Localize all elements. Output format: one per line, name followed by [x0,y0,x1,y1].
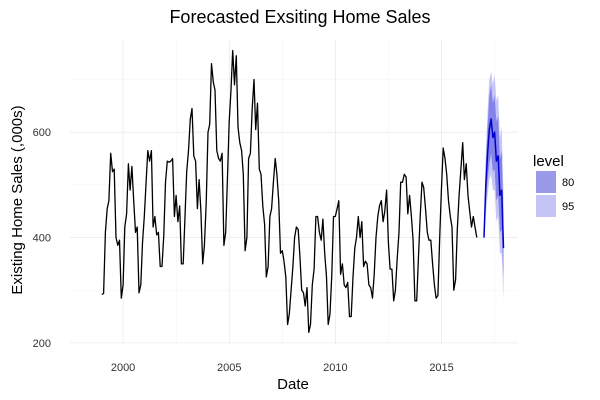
forecast-line [483,118,505,249]
x-tick-label: 2010 [323,362,347,374]
y-axis-title: Existing Home Sales (,000s) [9,105,26,294]
series-lines [101,49,505,334]
y-tick-label: 400 [33,233,51,245]
historical-line [101,49,478,334]
legend-label-80: 80 [562,177,574,189]
x-tick-label: 2015 [429,362,453,374]
prediction-bands [484,71,504,301]
y-axis-ticks: 200 400 600 [33,127,51,350]
chart-title: Forecasted Exsiting Home Sales [169,7,430,27]
x-tick-label: 2005 [217,362,241,374]
x-axis-ticks: 2000 2005 2010 2015 [111,362,454,374]
y-tick-label: 600 [33,127,51,139]
legend-title: level [533,153,564,170]
y-tick-label: 200 [33,338,51,350]
legend: level 80 95 [533,153,574,217]
x-tick-label: 2000 [111,362,135,374]
grid [70,40,518,345]
x-axis-title: Date [277,376,309,393]
legend-swatch-80 [536,171,556,193]
legend-label-95: 95 [562,201,574,213]
legend-swatch-95 [536,195,556,217]
